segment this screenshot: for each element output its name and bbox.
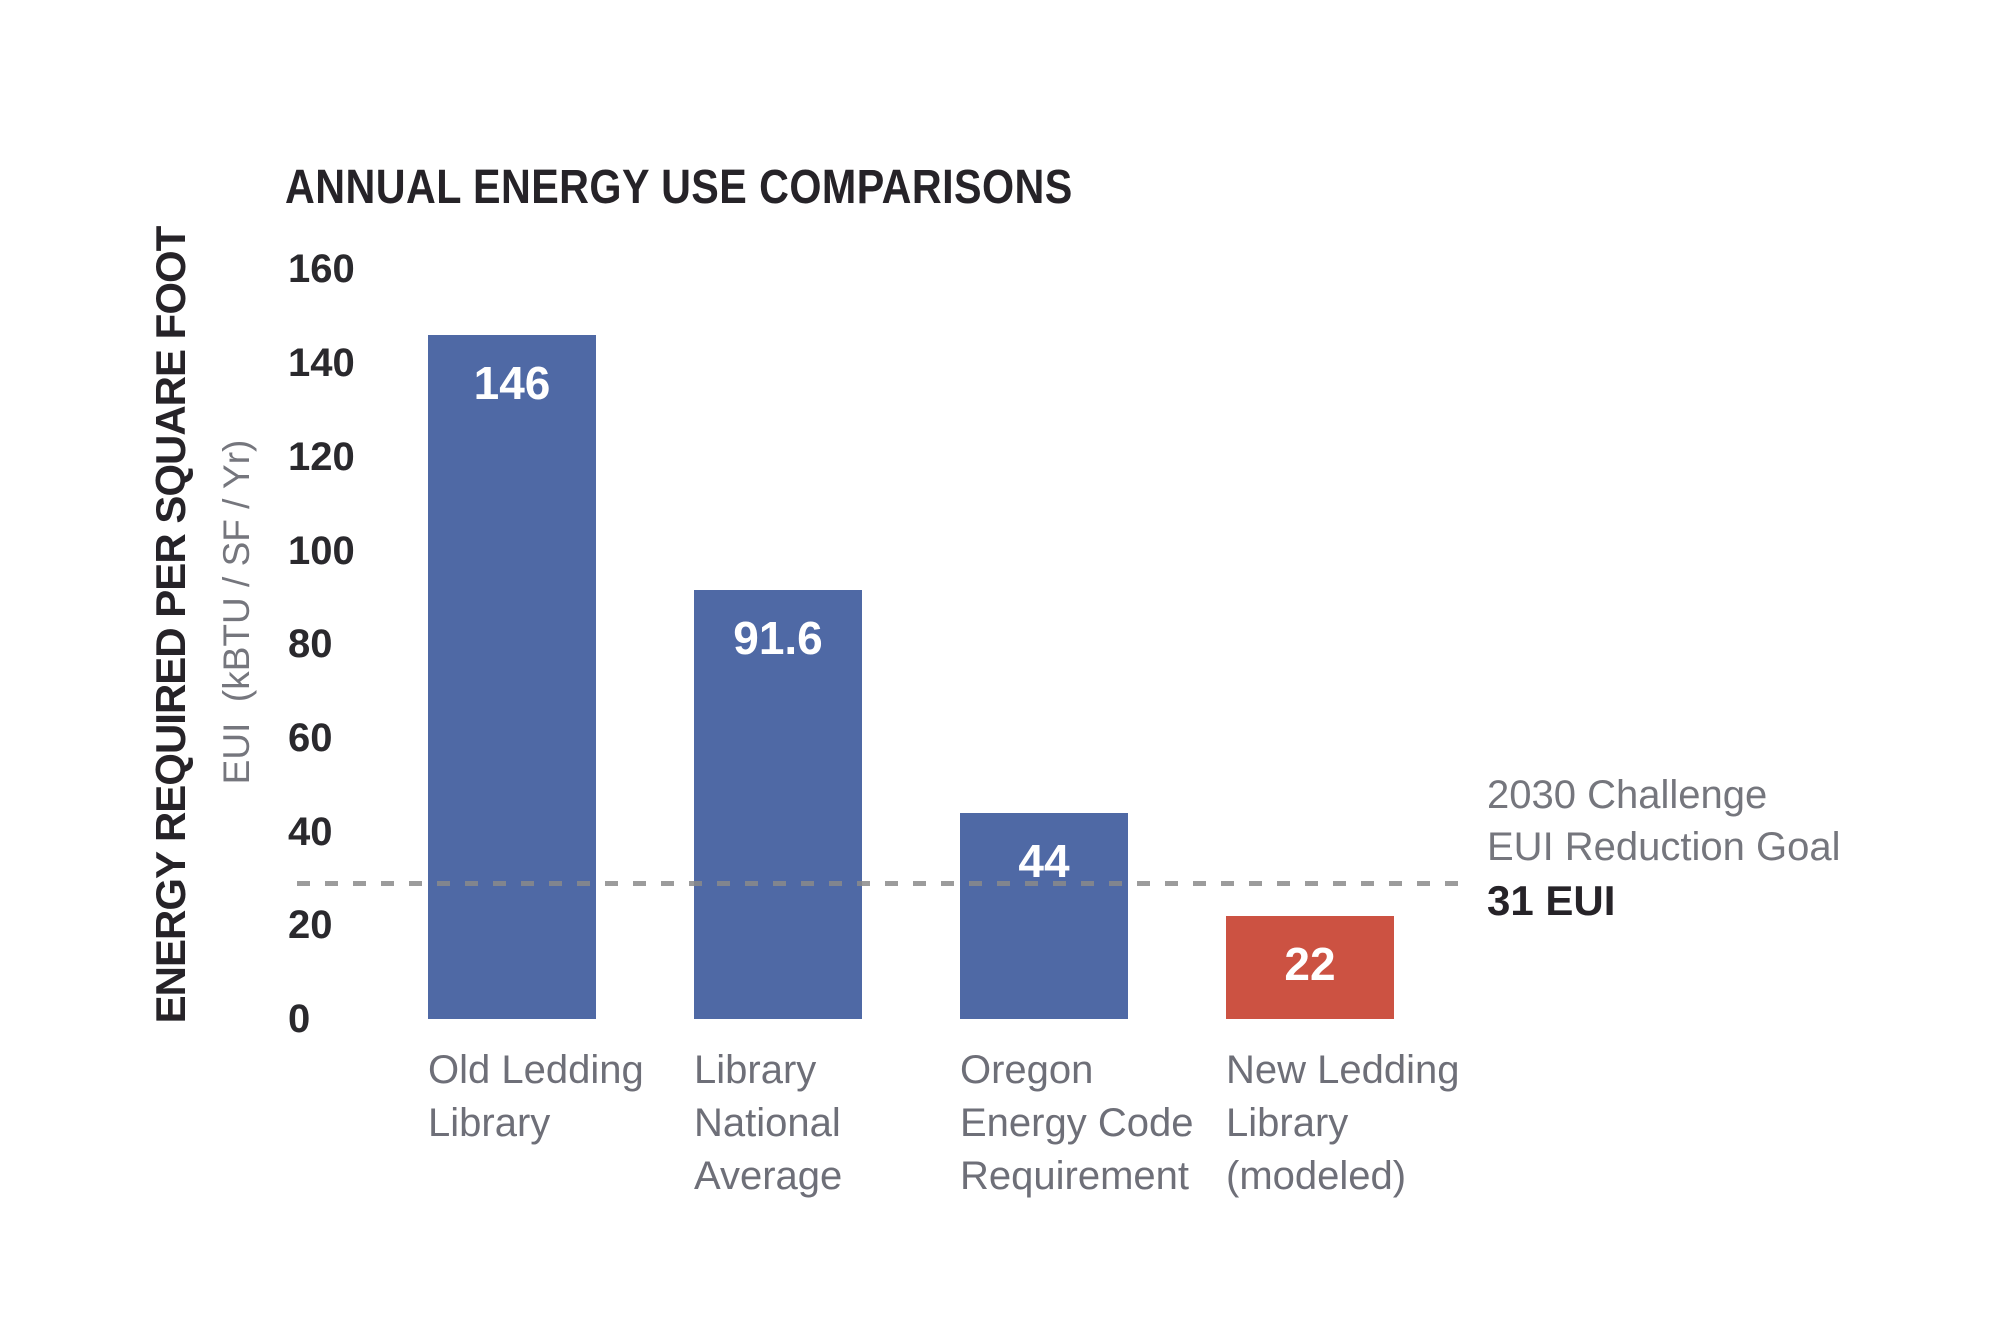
- x-label-line: Requirement: [960, 1154, 1190, 1198]
- x-label-line: Library: [1226, 1101, 1349, 1145]
- y-axis-label-secondary: EUI (kBTU / SF / Yr): [216, 439, 257, 785]
- bar-value-label-oregon-energy-code-requirement: 44: [1018, 834, 1070, 887]
- y-tick-100: 100: [288, 528, 355, 573]
- y-tick-140: 140: [288, 341, 355, 386]
- x-label-line: Library: [428, 1101, 551, 1145]
- bar-value-label-old-ledding-library: 146: [473, 357, 551, 409]
- goal-value-label: 31 EUI: [1487, 877, 1616, 924]
- bar-value-label-library-national-average: 91.6: [733, 611, 823, 664]
- bar-value-label-new-ledding-library-modeled: 22: [1284, 937, 1336, 990]
- goal-annotation-line-2: EUI Reduction Goal: [1487, 825, 1841, 869]
- bar-library-national-average: 91.6: [694, 589, 862, 1019]
- y-tick-20: 20: [288, 903, 333, 948]
- y-tick-40: 40: [288, 809, 333, 854]
- goal-annotation: 2030 Challenge EUI Reduction Goal 31 EUI: [1487, 769, 1841, 929]
- x-label-oregon-energy-code-requirement: Oregon Energy Code Requirement: [960, 1044, 1193, 1203]
- goal-dashed-line: [297, 881, 1463, 886]
- bar-old-ledding-library: 146: [428, 335, 596, 1019]
- y-tick-120: 120: [288, 434, 355, 479]
- goal-annotation-line-1: 2030 Challenge: [1487, 773, 1768, 817]
- x-label-library-national-average: Library National Average: [694, 1044, 842, 1203]
- x-label-line: Average: [694, 1154, 843, 1198]
- x-label-line: (modeled): [1226, 1154, 1407, 1198]
- x-label-line: New Ledding: [1226, 1048, 1460, 1092]
- y-tick-0: 0: [288, 997, 311, 1041]
- x-label-line: Library: [694, 1048, 817, 1092]
- x-label-line: Oregon: [960, 1048, 1094, 1092]
- y-tick-80: 80: [288, 622, 333, 667]
- x-label-line: Energy Code: [960, 1101, 1194, 1145]
- bar-oregon-energy-code-requirement: 44: [960, 812, 1128, 1019]
- y-axis-label-primary: ENERGY REQUIRED PER SQUARE FOOT: [147, 226, 194, 1024]
- x-label-new-ledding-library-modeled: New Ledding Library (modeled): [1226, 1044, 1460, 1203]
- chart-title: ANNUAL ENERGY USE COMPARISONS: [285, 161, 1073, 214]
- x-label-line: National: [694, 1101, 841, 1145]
- x-label-line: Old Ledding: [428, 1048, 644, 1092]
- y-tick-60: 60: [288, 715, 333, 760]
- x-label-old-ledding-library: Old Ledding Library: [428, 1044, 644, 1150]
- y-tick-160: 160: [288, 247, 355, 292]
- bar-new-ledding-library-modeled: 22: [1226, 915, 1394, 1019]
